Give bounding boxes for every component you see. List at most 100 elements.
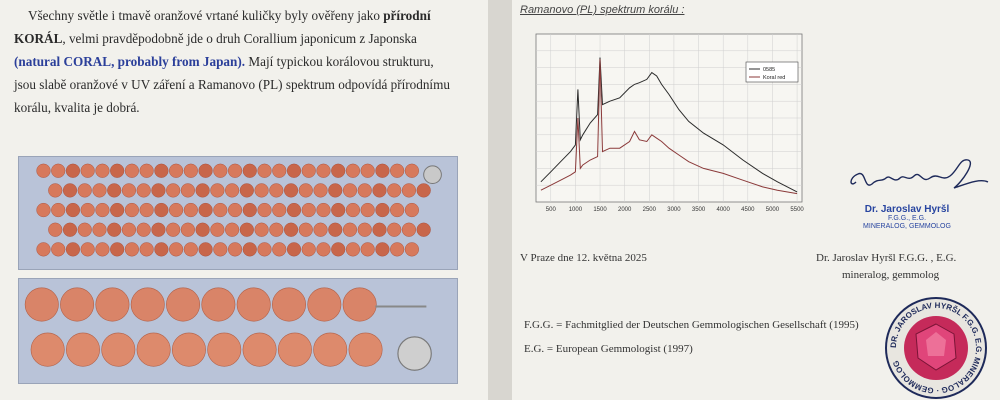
- coral-bead: [257, 242, 272, 257]
- clasp-closeup: [397, 336, 432, 371]
- coral-bead: [301, 163, 316, 178]
- coral-bead: [239, 222, 254, 237]
- coral-bead: [357, 183, 372, 198]
- coral-bead: [213, 163, 228, 178]
- coral-bead: [65, 242, 81, 257]
- coral-bead: [345, 202, 361, 218]
- coral-bead: [272, 163, 287, 178]
- stamp-name: Dr. Jaroslav Hyršl: [864, 204, 950, 215]
- coral-bead: [92, 183, 107, 198]
- coral-bead: [77, 222, 92, 237]
- coral-bead-large: [342, 287, 377, 322]
- coral-bead: [331, 202, 346, 218]
- coral-bead: [328, 222, 343, 237]
- raman-spectrum-chart: 500 1000 1500 2000 2500 3000 3500 4000 4500 5000 5…: [535, 33, 804, 213]
- coral-bead: [227, 163, 243, 178]
- coral-bead-large: [307, 287, 342, 322]
- handwritten-signature: [850, 159, 989, 189]
- coral-bead: [65, 163, 81, 178]
- coral-bead: [51, 202, 66, 218]
- coral-bead: [375, 202, 390, 218]
- coral-bead: [180, 222, 195, 237]
- coral-bead-large: [171, 332, 206, 367]
- coral-bead: [242, 163, 257, 178]
- coral-bead: [183, 242, 198, 257]
- place-and-date: V Praze dne 12. května 2025: [520, 252, 647, 264]
- coral-bead-large: [277, 332, 312, 367]
- coral-bead: [390, 202, 405, 218]
- coral-bead: [416, 222, 431, 237]
- coral-bead: [180, 183, 195, 198]
- coral-bead: [151, 183, 166, 198]
- coral-bead: [345, 242, 361, 257]
- coral-bead: [342, 222, 358, 237]
- coral-bead-large: [24, 287, 59, 322]
- coral-bead: [36, 163, 51, 178]
- coral-bead-large: [201, 287, 236, 322]
- coral-bead: [254, 222, 269, 237]
- coral-bead: [92, 222, 107, 237]
- coral-bead: [107, 222, 122, 237]
- coral-bead: [269, 222, 284, 237]
- legend-label: 0585: [763, 67, 775, 73]
- coral-bead: [110, 163, 125, 178]
- stamp-profession: MINERALOG, GEMMOLOG: [863, 223, 951, 230]
- coral-bead-large: [60, 287, 95, 322]
- coral-bead: [95, 202, 110, 218]
- intro-paragraph: Všechny světle i tmavě oranžové vrtané k…: [14, 4, 454, 119]
- coral-bead: [62, 222, 78, 237]
- coral-bead: [390, 163, 405, 178]
- x-tick-label: 4000: [717, 207, 731, 213]
- coral-bead: [298, 222, 313, 237]
- left-page: Všechny světle i tmavě oranžové vrtané k…: [0, 0, 488, 400]
- coral-bead-large: [66, 332, 100, 367]
- x-tick-label: 500: [546, 207, 557, 213]
- coral-bead: [95, 163, 110, 178]
- stamp-title: F.G.G., E.G.: [887, 215, 927, 222]
- coral-bead: [195, 222, 210, 237]
- coral-bead: [360, 202, 375, 218]
- coral-bead-large: [313, 332, 348, 367]
- intro-text-3: Mají typickou korálovou strukturu, jsou …: [14, 54, 450, 115]
- signer-profession: mineralog, gemmolog: [842, 269, 940, 281]
- coral-bead-large: [207, 332, 242, 367]
- intro-english-note: (natural CORAL, probably from Japan).: [14, 54, 246, 69]
- chart-title: Ramanovo (PL) spektrum korálu :: [520, 4, 685, 16]
- coral-bead: [301, 202, 316, 218]
- right-page: Ramanovo (PL) spektrum korálu : 500 1000 1…: [512, 0, 1000, 400]
- coral-bead: [257, 163, 272, 178]
- coral-bead: [357, 222, 372, 237]
- coral-bead: [210, 222, 225, 237]
- coral-bead: [283, 222, 299, 237]
- coral-bead: [51, 163, 66, 178]
- coral-bead: [210, 183, 225, 198]
- coral-bead-large: [236, 287, 271, 322]
- coral-bead-large: [348, 332, 383, 367]
- coral-bead: [316, 202, 331, 218]
- coral-bead-large: [166, 287, 201, 322]
- coral-bead-large: [272, 287, 306, 322]
- coral-bead: [154, 242, 169, 257]
- series-line-1: [540, 57, 798, 193]
- coral-bead: [80, 163, 95, 178]
- coral-bead-large: [130, 287, 165, 322]
- coral-bead: [401, 183, 417, 198]
- x-tick-label: 5000: [766, 207, 780, 213]
- coral-bead: [331, 163, 346, 178]
- gemmologist-seal: DR. JAROSLAV HYRŠL F.G.G. E.G. MINERALOG…: [885, 297, 987, 399]
- coral-bead: [48, 222, 63, 237]
- coral-bead: [80, 202, 95, 218]
- coral-bead: [139, 202, 154, 218]
- coral-bead: [198, 242, 213, 257]
- coral-bead: [286, 202, 302, 218]
- coral-bead: [242, 202, 257, 218]
- coral-bead: [139, 242, 154, 257]
- coral-bead: [301, 242, 316, 257]
- coral-bead: [375, 242, 390, 257]
- coral-bead: [107, 183, 122, 198]
- intro-text-2: , velmi pravděpodobně jde o druh Coralli…: [62, 31, 417, 46]
- coral-bead: [139, 163, 154, 178]
- coral-bead: [110, 202, 125, 218]
- coral-bead-large: [136, 332, 171, 367]
- coral-bead: [124, 163, 139, 178]
